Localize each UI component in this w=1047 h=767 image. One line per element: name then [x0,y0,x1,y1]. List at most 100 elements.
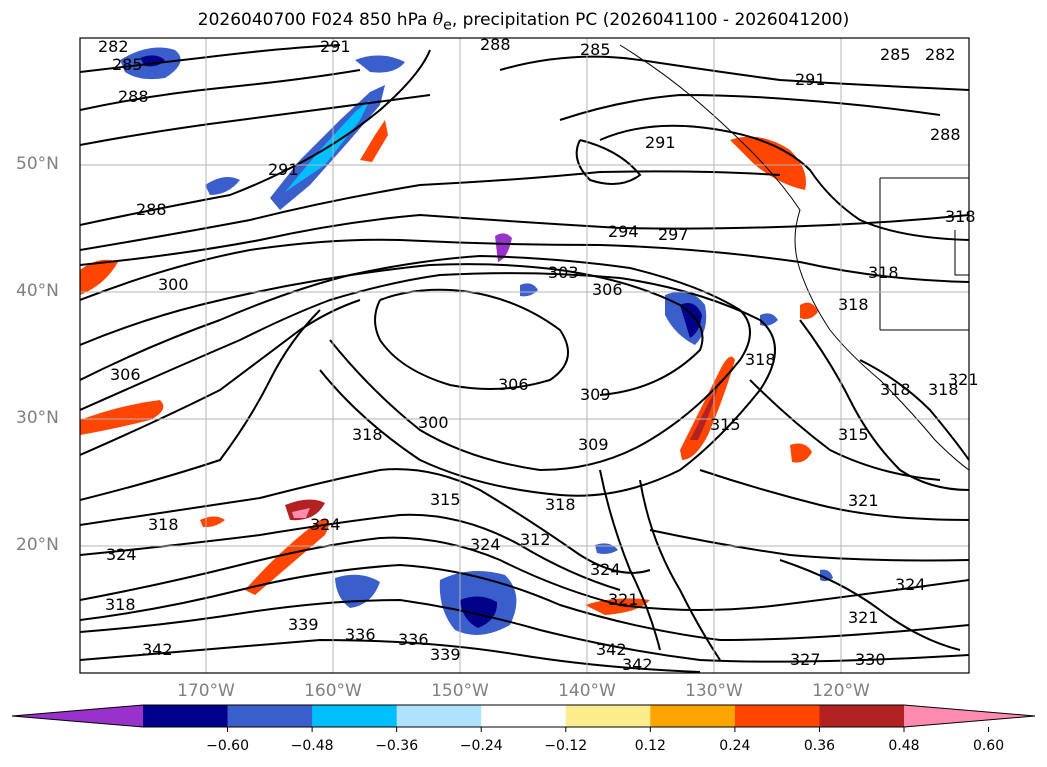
colorbar-tick-label: −0.48 [290,738,334,754]
contour-label: 282 [925,45,956,64]
colorbar-segment [481,705,567,727]
precip-positive-area [730,136,806,190]
contour-line [779,559,961,651]
contour-label: 342 [596,640,627,659]
colorbar-tick-label: −0.60 [206,738,249,754]
lon-label-140w: 140°W [558,681,616,701]
contour-label: 318 [838,295,869,314]
precip-negative-area [760,313,778,326]
coastline-path [619,44,969,471]
precip-shading [80,47,833,635]
contour-label: 315 [838,425,869,444]
contour-line [80,254,751,472]
contour-label: 312 [520,530,551,549]
contour-label: 321 [608,590,639,609]
contour-label: 339 [430,645,461,664]
lon-label-170w: 170°W [177,681,235,701]
contour-label: 306 [498,375,529,394]
lon-label-120w: 120°W [812,681,870,701]
colorbar-segment [819,705,905,727]
contour-label: 318 [880,380,911,399]
contour-label: 339 [288,615,319,634]
lat-label-30n: 30°N [16,408,59,428]
precip-positive-area [360,120,388,162]
contour-label: 288 [480,35,511,54]
contour-line [80,44,341,73]
contour-label: 288 [118,87,149,106]
contour-line [80,563,969,642]
contour-label: 291 [268,160,299,179]
colorbar-tick-label: 0.12 [634,738,666,754]
lat-label-40n: 40°N [16,281,59,301]
contour-label: 318 [352,425,383,444]
contour-label: 285 [112,55,143,74]
precip-positive-area [585,598,650,615]
contour-line [80,272,776,497]
contour-label: 318 [868,263,899,282]
contour-label: 318 [928,380,959,399]
contour-label: 303 [548,263,579,282]
contour-label: 291 [320,37,351,56]
contour-line [80,309,321,501]
contour-label: 318 [545,495,576,514]
contour-label: 324 [895,575,926,594]
contour-label: 285 [880,45,911,64]
lat-label-20n: 20°N [16,535,59,555]
contour-line [80,536,969,611]
colorbar-extend-min [12,705,143,727]
lon-label-160w: 160°W [304,681,362,701]
colorbar-segment [312,705,398,727]
contour-label: 288 [930,125,961,144]
contour-label: 321 [848,491,879,510]
contour-label: 318 [105,595,136,614]
precip-positive-area [800,302,818,320]
contour-label: 327 [790,650,821,669]
contour-label: 294 [608,222,639,241]
map-frame [79,37,970,674]
precip-negative-area [205,176,240,195]
contour-label: 300 [418,413,449,432]
coastline [619,44,969,471]
contour-label: 309 [578,435,609,454]
contour-label: 324 [310,515,341,534]
contour-line [80,213,969,266]
contour-line [80,638,701,673]
contour-label: 285 [580,40,611,59]
colorbar [11,704,1036,732]
contour-label: 342 [142,640,173,659]
contour-line [599,124,969,241]
precip-negative-area [680,302,702,338]
colorbar-tick-label: −0.36 [375,738,419,754]
colorbar-tick-label: −0.24 [459,738,503,754]
contour-label: 306 [110,365,141,384]
precip-negative-area [495,233,512,262]
contour-line [80,598,969,663]
contour-line [575,139,642,185]
precip-positive-area [292,508,310,518]
contour-label: 291 [645,133,676,152]
contour-line [80,513,621,591]
colorbar-segment [227,705,313,727]
theta-e-contours [80,44,969,673]
contour-label: 315 [430,490,461,509]
precip-negative-area [820,569,833,582]
contour-label: 324 [106,545,137,564]
contour-line [749,379,941,481]
contour-line [639,479,721,661]
contour-line [80,170,781,251]
colorbar-tick-label: 0.24 [719,738,751,754]
precip-positive-area [80,400,164,435]
colorbar-tick-label: 0.60 [972,738,1005,754]
contour-line [859,359,969,461]
contour-line [80,263,704,396]
lon-label-130w: 130°W [685,681,743,701]
contour-line [80,94,431,146]
contour-line [80,49,431,226]
figure-title: 2026040700 F024 850 hPa θe, precipitatio… [197,10,850,34]
contour-label: 309 [580,385,611,404]
colorbar-tick-label: −0.12 [544,738,588,754]
colorbar-extend-max [904,705,1035,727]
colorbar-segment [143,705,229,727]
lon-label-150w: 150°W [431,681,489,701]
